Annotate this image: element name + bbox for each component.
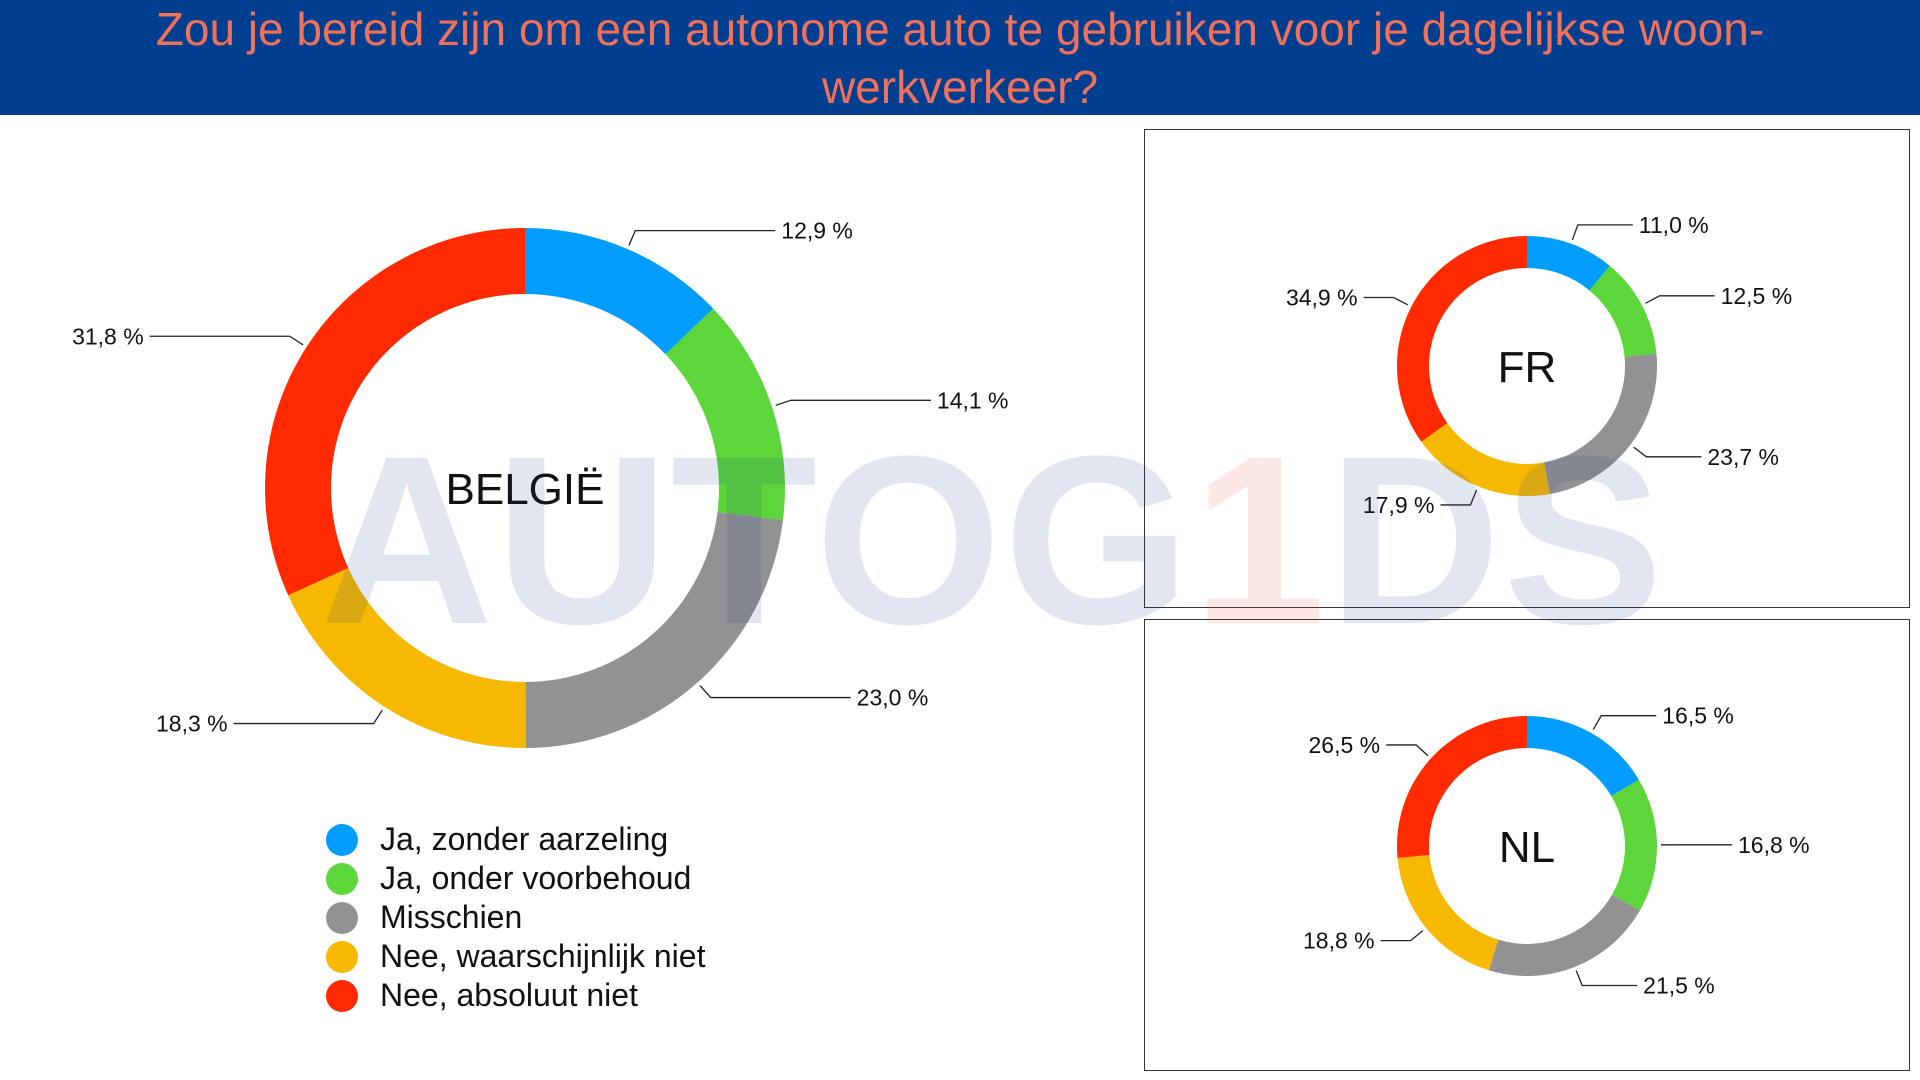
- donut-slice: [1527, 236, 1610, 291]
- legend-item: Misschien: [326, 898, 705, 937]
- legend-label: Ja, onder voorbehoud: [380, 860, 692, 896]
- leader-line: [1633, 446, 1702, 458]
- value-label: 16,5 %: [1662, 703, 1734, 729]
- value-label: 12,9 %: [781, 218, 853, 244]
- value-label: 23,0 %: [857, 685, 929, 711]
- value-label: 18,8 %: [1303, 928, 1375, 954]
- leader-line: [628, 229, 776, 246]
- donut-belgië: 12,9 % 14,1 % 23,0 % 18,3 % 31,8 % BELGIË: [72, 218, 1009, 748]
- leader-line: [1380, 930, 1424, 942]
- legend-item: Nee, absoluut niet: [326, 976, 705, 1015]
- value-label: 14,1 %: [937, 387, 1009, 413]
- page-title: Zou je bereid zijn om een autonome auto …: [155, 3, 1765, 113]
- legend-swatch: [326, 823, 358, 856]
- legend-label: Nee, absoluut niet: [380, 977, 638, 1013]
- donut-slice: [1421, 423, 1550, 497]
- value-label: 12,5 %: [1721, 283, 1793, 309]
- donut-slice: [1397, 855, 1499, 971]
- header-bar: Zou je bereid zijn om een autonome auto …: [0, 0, 1920, 115]
- donut-slice: [1611, 779, 1657, 911]
- value-label: 31,8 %: [72, 323, 144, 349]
- legend-swatch: [326, 862, 358, 895]
- leader-line: [1571, 224, 1633, 241]
- leader-line: [1440, 489, 1478, 506]
- leader-line: [1592, 715, 1657, 730]
- legend-item: Ja, onder voorbehoud: [326, 859, 705, 898]
- leader-line: [233, 709, 383, 725]
- value-label: 17,9 %: [1363, 492, 1435, 518]
- center-label: BELGIË: [446, 465, 605, 514]
- value-label: 26,5 %: [1309, 732, 1381, 758]
- donut-fr: 11,0 % 12,5 % 23,7 % 17,9 % 34,9 % FR: [1286, 212, 1792, 518]
- center-label: FR: [1498, 343, 1557, 392]
- donut-slice: [1527, 716, 1639, 797]
- leader-line: [1575, 970, 1638, 987]
- donut-slice: [1488, 894, 1640, 976]
- value-label: 16,8 %: [1738, 832, 1810, 858]
- donut-nl: 16,5 % 16,8 % 21,5 % 18,8 % 26,5 % NL: [1303, 703, 1810, 999]
- fr-panel: [1144, 129, 1910, 608]
- legend-item: Nee, waarschijnlijk niet: [326, 937, 705, 976]
- donut-slice: [525, 228, 714, 355]
- donut-slice: [665, 308, 785, 521]
- legend-item: Ja, zonder aarzeling: [326, 820, 705, 859]
- donut-slice: [1396, 716, 1527, 859]
- value-label: 34,9 %: [1286, 284, 1358, 310]
- legend-label: Nee, waarschijnlijk niet: [380, 938, 706, 974]
- donut-slice: [1544, 353, 1657, 494]
- leader-line: [149, 335, 304, 346]
- leader-line: [1386, 744, 1429, 757]
- leader-line: [775, 399, 931, 406]
- legend-label: Ja, zonder aarzeling: [380, 821, 669, 857]
- leader-line: [1645, 295, 1715, 304]
- value-label: 11,0 %: [1639, 212, 1709, 238]
- legend-swatch: [326, 901, 358, 934]
- value-label: 18,3 %: [156, 711, 228, 737]
- legend: Ja, zonder aarzeling Ja, onder voorbehou…: [326, 820, 705, 1015]
- donut-slice: [1589, 265, 1657, 357]
- leader-line: [699, 685, 851, 699]
- donut-slice: [288, 568, 526, 748]
- legend-swatch: [326, 940, 358, 973]
- value-label: 23,7 %: [1707, 444, 1779, 470]
- nl-panel: [1144, 619, 1910, 1071]
- leader-line: [1363, 296, 1409, 306]
- legend-label: Misschien: [380, 899, 523, 935]
- donut-slice: [1397, 236, 1527, 442]
- donut-slice: [265, 228, 525, 596]
- donut-slice: [525, 511, 784, 748]
- center-label: NL: [1499, 823, 1555, 872]
- legend-swatch: [326, 979, 358, 1012]
- value-label: 21,5 %: [1643, 972, 1715, 998]
